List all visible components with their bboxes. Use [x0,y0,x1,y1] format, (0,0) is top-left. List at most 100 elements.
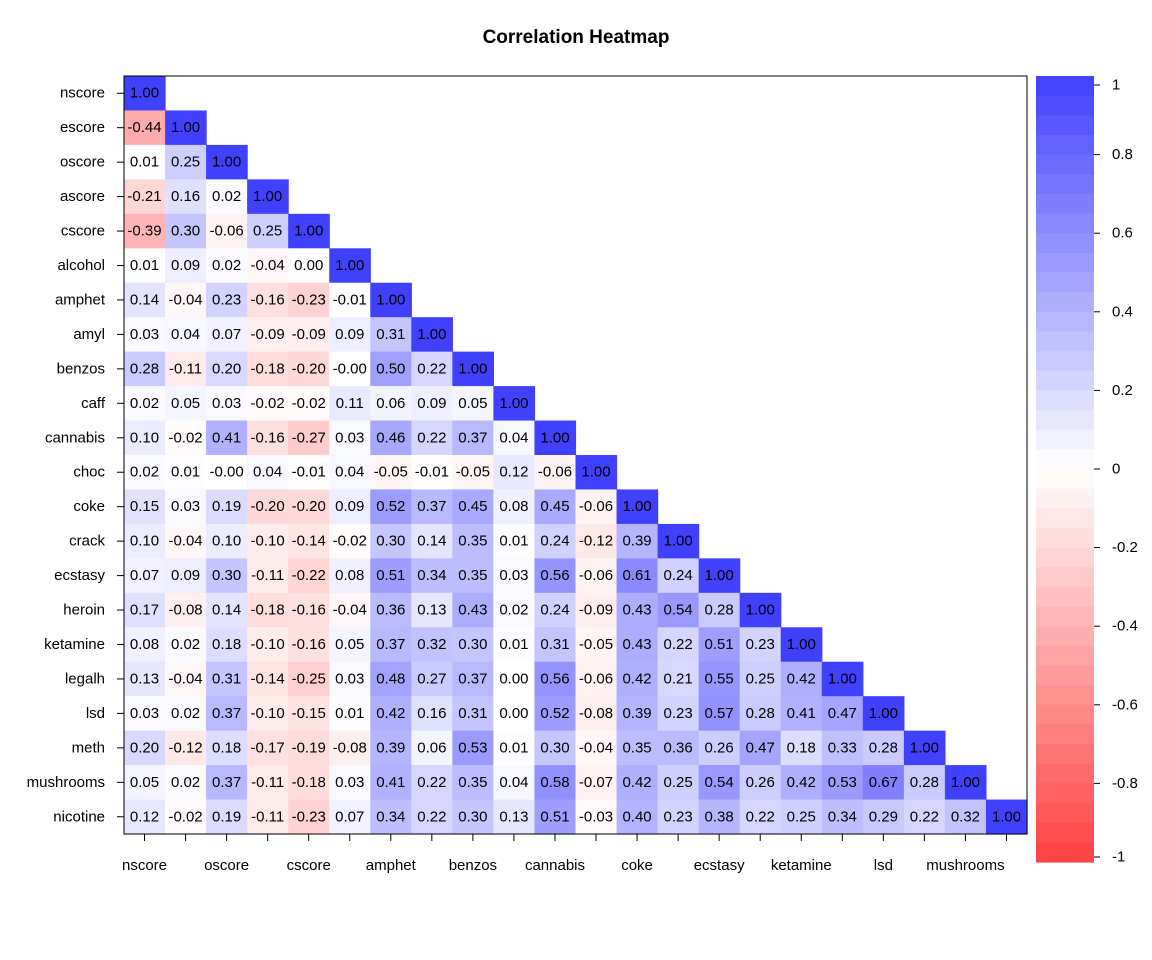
heatmap-cell [575,523,618,559]
heatmap-cell [739,799,782,835]
cell-value-label: 0.67 [869,774,898,791]
cell-value-label: 0.01 [130,257,159,274]
heatmap-cell [329,386,371,422]
cell-value-label: 1.00 [951,774,980,791]
heatmap-cell [698,592,741,628]
heatmap-cell [247,627,289,663]
cell-value-label: 0.38 [705,808,734,825]
cell-value-label: -0.20 [292,498,326,515]
colorbar-swatch [1036,193,1094,215]
heatmap-cell [452,489,495,525]
cell-value-label: 0.43 [622,602,651,619]
cell-value-label: 0.07 [212,326,241,343]
colorbar-swatch [1036,233,1094,254]
cell-value-label: 0.09 [335,326,364,343]
heatmap-cell [370,799,412,835]
heatmap-cell [616,696,659,732]
heatmap-cell [862,730,905,766]
heatmap-cell [206,455,248,491]
cell-value-label: 1.00 [746,602,775,619]
heatmap-cell [288,420,330,456]
heatmap-cell [288,386,330,422]
plot-frame [123,75,1028,835]
heatmap-cell [575,627,618,663]
cell-value-label: 0.30 [212,567,241,584]
heatmap-cell [493,696,536,732]
cell-value-label: 0.46 [376,429,405,446]
heatmap-cell [411,317,453,353]
heatmap-cell [247,558,289,594]
heatmap-cell [288,592,330,628]
cell-value-label: -0.22 [292,567,326,584]
heatmap-cell [534,696,577,732]
y-tick-label: cannabis [45,429,105,446]
heatmap-cell [452,661,495,697]
colorbar-tick-label: -1 [1112,849,1125,866]
cell-value-label: 0.06 [376,395,405,412]
x-tick-label: cscore [287,857,331,874]
colorbar-swatch [1036,803,1094,824]
cell-value-label: 0.31 [458,705,487,722]
heatmap-cell [329,627,371,663]
heatmap-cell [493,627,536,663]
cell-value-label: 0.24 [664,567,693,584]
cell-value-label: -0.05 [579,636,613,653]
heatmap-cell [739,661,782,697]
cell-value-label: -0.23 [292,291,326,308]
x-tick-label: amphet [366,857,417,874]
heatmap-cell [165,386,207,422]
heatmap-cell [247,730,289,766]
cell-value-label: -0.27 [292,429,326,446]
heatmap-cell [165,455,207,491]
heatmap-cell [534,627,577,663]
heatmap-cell [288,765,330,801]
cell-value-label: 0.19 [212,498,241,515]
colorbar-swatch [1036,488,1094,509]
cell-value-label: 0.57 [705,705,734,722]
heatmap-cell [124,351,166,387]
heatmap-cell [247,317,289,353]
heatmap-cell [452,627,495,663]
heatmap-cell [575,765,618,801]
heatmap-cell [411,455,453,491]
cell-value-label: 1.00 [581,464,610,481]
heatmap-cell [165,799,207,835]
cell-value-label: 0.53 [828,774,857,791]
cell-value-label: 0.43 [458,602,487,619]
heatmap-cell [206,213,248,249]
heatmap-cell [165,558,207,594]
cell-value-label: -0.11 [251,808,284,825]
cell-value-label: -0.10 [251,533,285,550]
x-tick-label: lsd [874,857,893,874]
cell-value-label: -0.04 [168,670,202,687]
cell-value-label: 0.09 [171,567,200,584]
colorbar-swatch [1036,95,1094,116]
heatmap-cell [329,282,371,318]
colorbar-swatch [1036,174,1094,195]
cell-value-label: 1.00 [171,119,200,136]
cell-value-label: -0.04 [251,257,285,274]
cell-value-label: 0.01 [171,464,200,481]
heatmap-cell [493,386,536,422]
heatmap-cell [329,523,371,559]
cell-value-label: 0.25 [171,154,200,171]
heatmap-cell [206,730,248,766]
cell-value-label: 0.13 [417,602,446,619]
cell-value-label: 0.02 [212,257,241,274]
heatmap-cell [493,420,536,456]
heatmap-cell [452,420,495,456]
heatmap-cell [206,420,248,456]
cell-value-label: 0.40 [622,808,651,825]
heatmap-cell [124,696,166,732]
heatmap-cell [411,799,453,835]
heatmap-cell [165,730,207,766]
heatmap-cell [575,799,618,835]
colorbar-swatch [1036,704,1094,726]
heatmap-cell [206,696,248,732]
colorbar-swatch [1036,311,1094,333]
heatmap-cell [165,248,207,284]
heatmap-cell [288,799,330,835]
cell-value-label: 1.00 [417,326,446,343]
cell-value-label: 0.33 [828,739,857,756]
heatmap-cell [534,420,577,456]
